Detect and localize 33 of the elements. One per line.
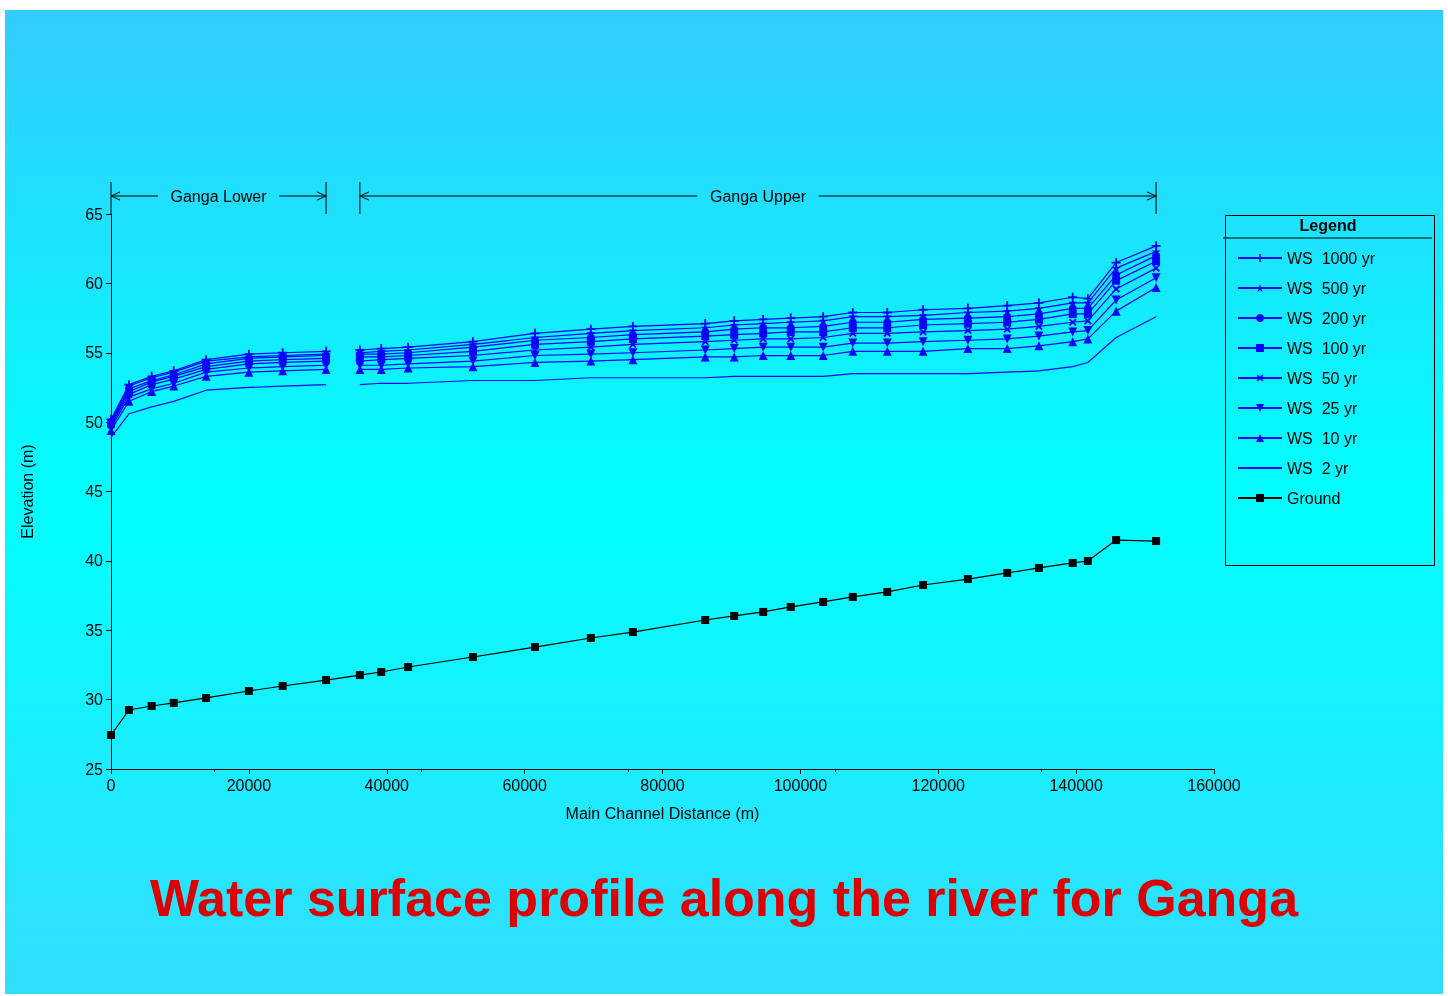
x-tick-label: 120000 xyxy=(911,776,966,794)
y-tick-label: 60 xyxy=(85,274,104,292)
legend-title: Legend xyxy=(1299,216,1357,234)
legend-label: WS 50 yr xyxy=(1287,369,1358,387)
legend-label: WS 1000 yr xyxy=(1287,249,1376,267)
legend-label: WS 2 yr xyxy=(1287,459,1350,477)
y-tick-label: 45 xyxy=(85,483,104,500)
text: Ganga Upper xyxy=(709,187,807,205)
legend-label: WS 200 yr xyxy=(1287,309,1367,327)
y-axis-title: Elevation (m) xyxy=(18,444,36,539)
y-tick-label: 35 xyxy=(85,621,104,639)
text: Ganga Lower xyxy=(170,187,268,205)
y-tick-label: 55 xyxy=(85,344,104,362)
legend-label: WS 100 yr xyxy=(1287,339,1367,357)
x-tick-label: 60000 xyxy=(502,776,547,794)
x-tick-label: 40000 xyxy=(364,776,410,794)
legend-label: WS 10 yr xyxy=(1287,429,1358,447)
legend-label: Ground xyxy=(1287,489,1341,507)
x-tick-label: 100000 xyxy=(773,776,828,794)
legend-label: WS 25 yr xyxy=(1287,399,1358,417)
y-tick-label: 25 xyxy=(85,760,104,778)
x-tick-label: 80000 xyxy=(640,776,685,794)
y-tick-label: 40 xyxy=(85,552,104,570)
text: Water surface profile along the river for Ganga xyxy=(148,868,1300,928)
x-axis-title: Main Channel Distance (m) xyxy=(565,804,760,822)
x-tick-label: 0 xyxy=(106,776,116,794)
y-tick-label: 65 xyxy=(85,205,104,223)
x-tick-label: 20000 xyxy=(226,776,272,794)
y-tick-label: 50 xyxy=(85,413,104,431)
x-tick-label: 160000 xyxy=(1187,776,1241,794)
legend-label: WS 500 yr xyxy=(1287,279,1367,297)
y-tick-label: 30 xyxy=(85,691,104,709)
x-tick-label: 140000 xyxy=(1049,776,1103,794)
